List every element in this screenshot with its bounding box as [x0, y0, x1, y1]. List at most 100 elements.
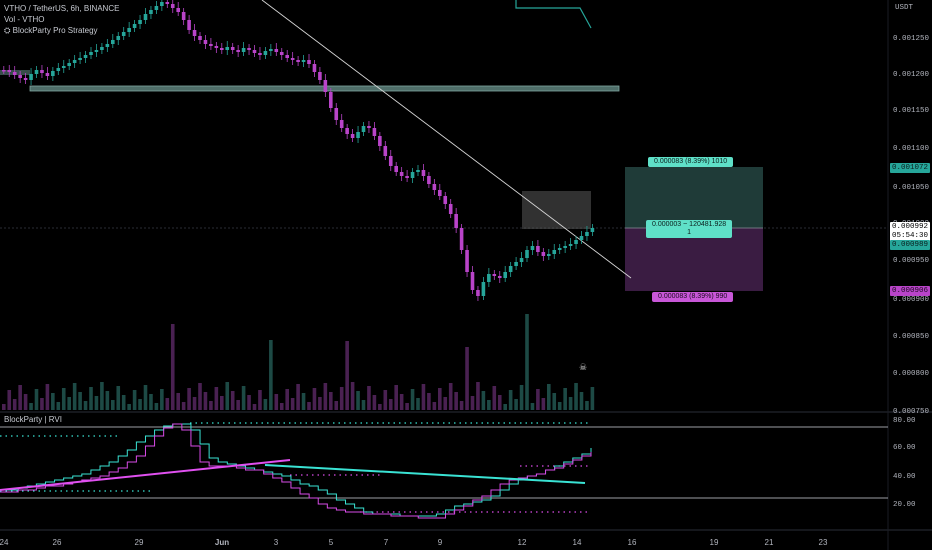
candle-body[interactable] [530, 246, 535, 250]
candle-body[interactable] [160, 2, 164, 6]
candle-body[interactable] [492, 274, 497, 276]
symbol-legend[interactable]: VTHO / TetherUS, 6h, BINANCE [4, 4, 120, 13]
candle-body[interactable] [427, 176, 431, 184]
candle-body[interactable] [56, 68, 61, 71]
candle-body[interactable] [138, 20, 142, 24]
candle-body[interactable] [367, 126, 371, 128]
candle-body[interactable] [312, 64, 317, 72]
candle-body[interactable] [225, 47, 230, 50]
candle-body[interactable] [105, 44, 110, 47]
candle-body[interactable] [170, 4, 175, 8]
candle-body[interactable] [72, 60, 77, 63]
candle-body[interactable] [279, 52, 284, 55]
candle-body[interactable] [421, 170, 426, 176]
candle-body[interactable] [470, 272, 475, 290]
candle-body[interactable] [350, 134, 355, 138]
candle-body[interactable] [438, 190, 442, 196]
candle-body[interactable] [416, 170, 420, 172]
candle-body[interactable] [568, 244, 573, 246]
candle-body[interactable] [345, 128, 349, 134]
candle-body[interactable] [536, 246, 540, 252]
candle-body[interactable] [203, 40, 208, 44]
candle-body[interactable] [143, 14, 148, 20]
candle-body[interactable] [318, 72, 322, 80]
candle-body[interactable] [399, 172, 404, 176]
candle-body[interactable] [361, 126, 366, 132]
candle-body[interactable] [301, 60, 306, 62]
candle-body[interactable] [547, 254, 551, 256]
candle-body[interactable] [127, 28, 131, 32]
candle-body[interactable] [187, 20, 191, 30]
candle-body[interactable] [40, 70, 44, 73]
candle-body[interactable] [252, 50, 257, 53]
entry-info-label[interactable]: 0.000003 ~ 120481.928 1 [646, 220, 733, 238]
candle-body[interactable] [241, 48, 246, 52]
highlight-box[interactable] [522, 191, 591, 229]
candle-body[interactable] [557, 248, 562, 250]
rvi-pane-title[interactable]: BlockParty | RVI [4, 415, 62, 424]
candle-body[interactable] [89, 52, 93, 55]
candle-body[interactable] [590, 228, 595, 232]
rvi-trendline-magenta[interactable] [0, 459, 291, 491]
candle-body[interactable] [476, 290, 480, 296]
candle-body[interactable] [579, 236, 584, 240]
position-profit-zone[interactable] [625, 167, 763, 228]
candle-body[interactable] [334, 108, 339, 120]
candle-body[interactable] [100, 47, 104, 50]
candle-body[interactable] [443, 196, 448, 204]
candle-body[interactable] [209, 44, 213, 46]
alert-icon[interactable]: ☠ [579, 362, 587, 372]
volume-legend[interactable]: Vol - VTHO [4, 15, 45, 24]
candle-body[interactable] [274, 49, 279, 52]
candle-body[interactable] [307, 60, 311, 64]
candle-body[interactable] [154, 6, 159, 10]
candle-body[interactable] [405, 176, 409, 178]
candle-body[interactable] [525, 250, 529, 258]
candle-body[interactable] [497, 276, 502, 278]
candle-body[interactable] [552, 250, 557, 254]
candle-body[interactable] [2, 70, 6, 72]
candle-body[interactable] [383, 146, 388, 156]
candle-body[interactable] [181, 12, 186, 20]
candle-body[interactable] [508, 266, 513, 272]
candle-body[interactable] [356, 132, 360, 138]
candle-body[interactable] [514, 262, 518, 266]
candle-body[interactable] [176, 8, 180, 12]
candle-body[interactable] [192, 30, 197, 36]
candle-body[interactable] [481, 282, 486, 296]
candle-body[interactable] [454, 214, 458, 228]
trendline[interactable] [261, 0, 632, 279]
candle-body[interactable] [519, 258, 524, 262]
candle-body[interactable] [323, 80, 328, 92]
candle-body[interactable] [465, 250, 469, 272]
candle-body[interactable] [7, 70, 12, 72]
position-loss-zone[interactable] [625, 228, 763, 291]
candle-body[interactable] [94, 50, 99, 52]
candle-body[interactable] [339, 120, 344, 128]
candle-body[interactable] [258, 53, 262, 55]
candle-body[interactable] [290, 58, 295, 60]
rvi-trendline-cyan[interactable] [264, 464, 586, 484]
candle-body[interactable] [296, 60, 300, 62]
candle-body[interactable] [487, 274, 491, 282]
candle-body[interactable] [410, 172, 415, 178]
candle-body[interactable] [121, 32, 126, 36]
candle-body[interactable] [149, 10, 153, 14]
candle-body[interactable] [198, 36, 202, 40]
candle-body[interactable] [448, 204, 453, 214]
candle-body[interactable] [23, 78, 28, 80]
candle-body[interactable] [329, 92, 333, 108]
candle-body[interactable] [372, 128, 377, 136]
candle-body[interactable] [83, 55, 88, 58]
candle-body[interactable] [236, 50, 240, 52]
candle-body[interactable] [220, 48, 224, 50]
candle-body[interactable] [574, 240, 578, 244]
candle-body[interactable] [247, 48, 251, 50]
strategy-legend[interactable]: ⛭ BlockParty Pro Strategy [4, 26, 98, 36]
candle-body[interactable] [214, 46, 219, 48]
candle-body[interactable] [394, 166, 398, 172]
candle-body[interactable] [67, 63, 71, 66]
candle-body[interactable] [432, 184, 437, 190]
candle-body[interactable] [541, 252, 546, 256]
candle-body[interactable] [51, 71, 55, 76]
